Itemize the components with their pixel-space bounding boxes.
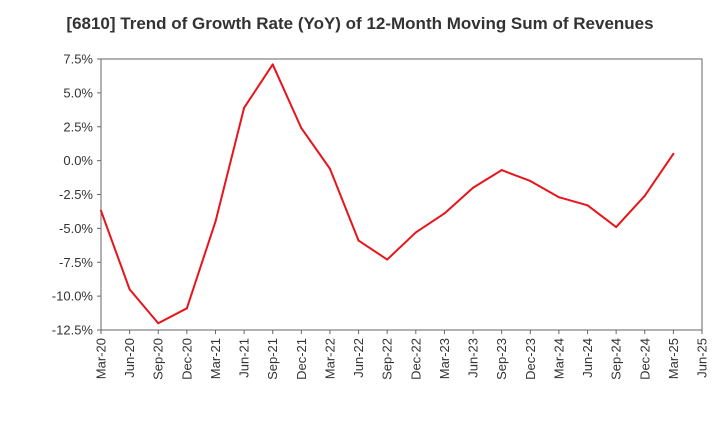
x-tick-label: Dec-20 bbox=[179, 338, 194, 380]
y-tick-label: 7.5% bbox=[63, 52, 93, 67]
data-point bbox=[529, 179, 532, 182]
x-tick-label: Sep-22 bbox=[380, 338, 395, 380]
data-point bbox=[414, 231, 417, 234]
x-tick-label: Sep-24 bbox=[609, 338, 624, 380]
data-point bbox=[128, 288, 131, 291]
data-point bbox=[672, 152, 675, 155]
x-tick-label: Mar-22 bbox=[322, 338, 337, 379]
data-point bbox=[643, 194, 646, 197]
data-point bbox=[615, 226, 618, 229]
data-point bbox=[271, 63, 274, 66]
y-tick-label: 5.0% bbox=[63, 85, 93, 100]
data-point bbox=[100, 209, 102, 212]
x-axis-ticks: Mar-20 Jun-20 Sep-20 Dec-20 Mar-21 Jun-21 Sep-… bbox=[94, 330, 710, 380]
x-tick-label: Jun-21 bbox=[237, 338, 252, 378]
x-tick-label: Sep-20 bbox=[151, 338, 166, 380]
x-tick-label: Jun-24 bbox=[580, 338, 595, 378]
plot-area bbox=[101, 59, 702, 330]
data-point bbox=[214, 220, 217, 223]
x-tick-label: Sep-21 bbox=[265, 338, 280, 380]
x-tick-label: Mar-25 bbox=[666, 338, 681, 379]
x-tick-label: Dec-23 bbox=[523, 338, 538, 380]
plot-frame bbox=[100, 58, 703, 331]
series-layer bbox=[100, 63, 675, 325]
y-tick-label: -10.0% bbox=[52, 289, 94, 304]
chart-title: [6810] Trend of Growth Rate (YoY) of 12-… bbox=[66, 14, 654, 33]
x-tick-label: Sep-23 bbox=[494, 338, 509, 380]
x-tick-label: Jun-20 bbox=[122, 338, 137, 378]
data-point bbox=[500, 169, 503, 172]
data-point bbox=[557, 196, 560, 199]
data-point bbox=[157, 322, 160, 325]
x-tick-label: Dec-21 bbox=[294, 338, 309, 380]
data-point bbox=[243, 106, 246, 109]
data-point bbox=[300, 127, 303, 130]
x-tick-label: Dec-22 bbox=[408, 338, 423, 380]
x-tick-label: Jun-25 bbox=[695, 338, 710, 378]
y-axis-ticks: 7.5% 5.0% 2.5% 0.0% -2.5% -5.0% -7.5% -10.0% -12… bbox=[52, 52, 101, 338]
data-point bbox=[328, 167, 331, 170]
x-tick-label: Jun-23 bbox=[466, 338, 481, 378]
y-tick-label: 0.0% bbox=[63, 153, 93, 168]
data-point bbox=[586, 204, 589, 207]
x-tick-label: Dec-24 bbox=[637, 338, 652, 380]
x-tick-label: Mar-23 bbox=[437, 338, 452, 379]
data-point bbox=[443, 212, 446, 215]
data-point bbox=[357, 239, 360, 242]
data-point bbox=[472, 186, 475, 189]
y-tick-label: -7.5% bbox=[59, 255, 93, 270]
y-tick-label: -2.5% bbox=[59, 187, 93, 202]
x-tick-label: Jun-22 bbox=[351, 338, 366, 378]
y-tick-label: -5.0% bbox=[59, 221, 93, 236]
x-tick-label: Mar-21 bbox=[208, 338, 223, 379]
y-tick-label: 2.5% bbox=[63, 119, 93, 134]
x-tick-label: Mar-24 bbox=[551, 338, 566, 379]
y-tick-label: -12.5% bbox=[52, 323, 94, 338]
data-point bbox=[185, 307, 188, 310]
data-point bbox=[386, 258, 389, 261]
x-tick-label: Mar-20 bbox=[94, 338, 109, 379]
